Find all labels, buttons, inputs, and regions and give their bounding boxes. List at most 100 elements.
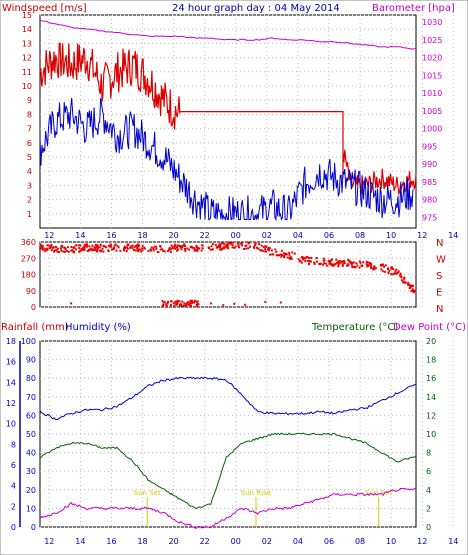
direction-point [155, 248, 158, 250]
wind-tick-label: 10 [22, 82, 32, 91]
direction-point [225, 246, 228, 249]
direction-point [332, 264, 335, 267]
direction-point [313, 261, 316, 264]
direction-point [117, 246, 120, 249]
direction-point [161, 299, 164, 302]
direction-point [96, 244, 99, 247]
direction-point [233, 246, 236, 249]
direction-point [264, 245, 267, 248]
direction-point [166, 305, 169, 307]
direction-point [367, 261, 369, 264]
direction-point [335, 261, 338, 264]
direction-point [184, 248, 186, 250]
direction-point [163, 250, 166, 253]
direction-point [123, 249, 125, 252]
direction-point [41, 247, 44, 249]
direction-point [103, 245, 106, 248]
direction-point [337, 265, 340, 268]
direction-point [272, 253, 275, 256]
direction-point [331, 263, 334, 266]
direction-point [88, 248, 91, 251]
direction-point [284, 253, 287, 255]
direction-point [181, 300, 184, 303]
direction-point [58, 251, 60, 254]
series-gust [39, 42, 417, 196]
direction-point [184, 245, 186, 248]
direction-point [307, 260, 310, 262]
direction-point [329, 259, 332, 262]
direction-point [99, 244, 102, 247]
compass-label: W [436, 255, 446, 266]
direction-point [308, 260, 311, 262]
direction-point [96, 250, 98, 253]
direction-point [168, 248, 171, 251]
direction-point [283, 256, 285, 259]
direction-point [313, 263, 316, 266]
direction-point [109, 245, 112, 248]
rain-tick-label: 4 [11, 482, 16, 491]
direction-point [39, 247, 42, 250]
sun-annotation: Sun Rise [241, 489, 271, 497]
x-tick-label: 06 [324, 231, 334, 240]
direction-point [282, 252, 285, 255]
direction-point [382, 263, 384, 266]
direction-point [350, 263, 353, 266]
direction-point [183, 302, 186, 305]
direction-point [67, 250, 70, 253]
direction-point [201, 247, 204, 250]
direction-point [149, 248, 152, 251]
direction-point [304, 256, 307, 259]
direction-point [301, 258, 304, 261]
direction-point [195, 246, 198, 249]
direction-point [400, 276, 403, 279]
direction-point [94, 243, 97, 246]
humidity-tick-label: 10 [26, 504, 36, 513]
temperature-tick-label: 8 [426, 449, 431, 458]
rain-tick-label: 8 [11, 440, 16, 449]
direction-point [404, 281, 407, 284]
direction-point [254, 241, 257, 244]
barometer-tick-label: 1030 [422, 18, 442, 27]
direction-point [72, 250, 75, 253]
direction-point [356, 264, 359, 267]
direction-point [268, 249, 270, 252]
direction-point [53, 250, 56, 253]
x-tick-label: 02 [262, 537, 272, 546]
direction-point [351, 262, 354, 264]
direction-point [358, 260, 361, 263]
direction-point [219, 243, 222, 246]
direction-point [82, 248, 85, 251]
direction-point [65, 250, 68, 252]
direction-point [172, 247, 175, 249]
temperature-tick-label: 2 [426, 504, 431, 513]
direction-point [390, 273, 393, 276]
direction-point [337, 263, 340, 265]
direction-point [310, 256, 313, 259]
direction-point [74, 248, 77, 251]
wind-tick-label: 13 [22, 39, 32, 48]
direction-point [396, 271, 399, 274]
direction-point [174, 247, 177, 250]
direction-point [359, 261, 362, 264]
direction-point [194, 299, 197, 302]
direction-point [257, 247, 260, 250]
series-dewpoint [39, 487, 417, 529]
direction-point [260, 244, 263, 247]
direction-point [47, 244, 50, 247]
direction-point [200, 249, 203, 252]
direction-point [276, 254, 279, 257]
direction-point [91, 249, 94, 252]
direction-point [281, 254, 284, 257]
humidity-tick-label: 20 [26, 486, 36, 495]
direction-point [62, 250, 65, 253]
direction-point [43, 247, 46, 250]
direction-point [107, 249, 110, 252]
direction-point [384, 264, 387, 267]
direction-point [66, 246, 69, 249]
direction-point [380, 264, 382, 267]
direction-point [119, 249, 122, 252]
direction-point [174, 300, 177, 303]
humidity-tick-label: 100 [21, 337, 36, 346]
wind-tick-label: 9 [27, 96, 32, 105]
